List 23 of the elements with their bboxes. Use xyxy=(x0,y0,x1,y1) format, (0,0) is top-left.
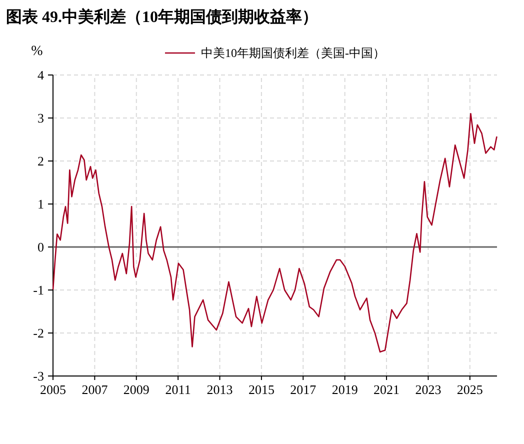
legend-label: 中美10年期国债利差（美国-中国） xyxy=(201,46,385,60)
line-series xyxy=(52,113,498,353)
y-tick-label: 1 xyxy=(38,196,44,212)
y-tick-label: -1 xyxy=(33,282,44,298)
x-tick-label: 2025 xyxy=(456,382,483,397)
x-tick-label: 2019 xyxy=(332,382,358,397)
x-tick-label: 2013 xyxy=(206,382,233,397)
x-tick-label: 2023 xyxy=(415,382,442,397)
x-tick-label: 2007 xyxy=(82,382,108,397)
chart-title: 图表 49.中美利差（10年期国债到期收益率） xyxy=(6,7,318,26)
x-tick-label: 2015 xyxy=(248,382,274,397)
y-axis-title: % xyxy=(31,44,44,59)
y-tick-label: 2 xyxy=(38,154,44,169)
x-tick-label: 2017 xyxy=(290,382,317,397)
y-tick-label: -2 xyxy=(33,326,44,341)
y-tick-label: 3 xyxy=(38,110,44,126)
x-tick-label: 2009 xyxy=(123,382,150,397)
y-tick-label: 0 xyxy=(38,240,44,255)
y-tick-label: -3 xyxy=(33,368,44,384)
y-tick-label: 4 xyxy=(38,68,44,83)
x-tick-label: 2021 xyxy=(374,382,400,397)
x-tick-label: 2005 xyxy=(40,382,66,397)
x-tick-label: 2011 xyxy=(165,382,191,397)
